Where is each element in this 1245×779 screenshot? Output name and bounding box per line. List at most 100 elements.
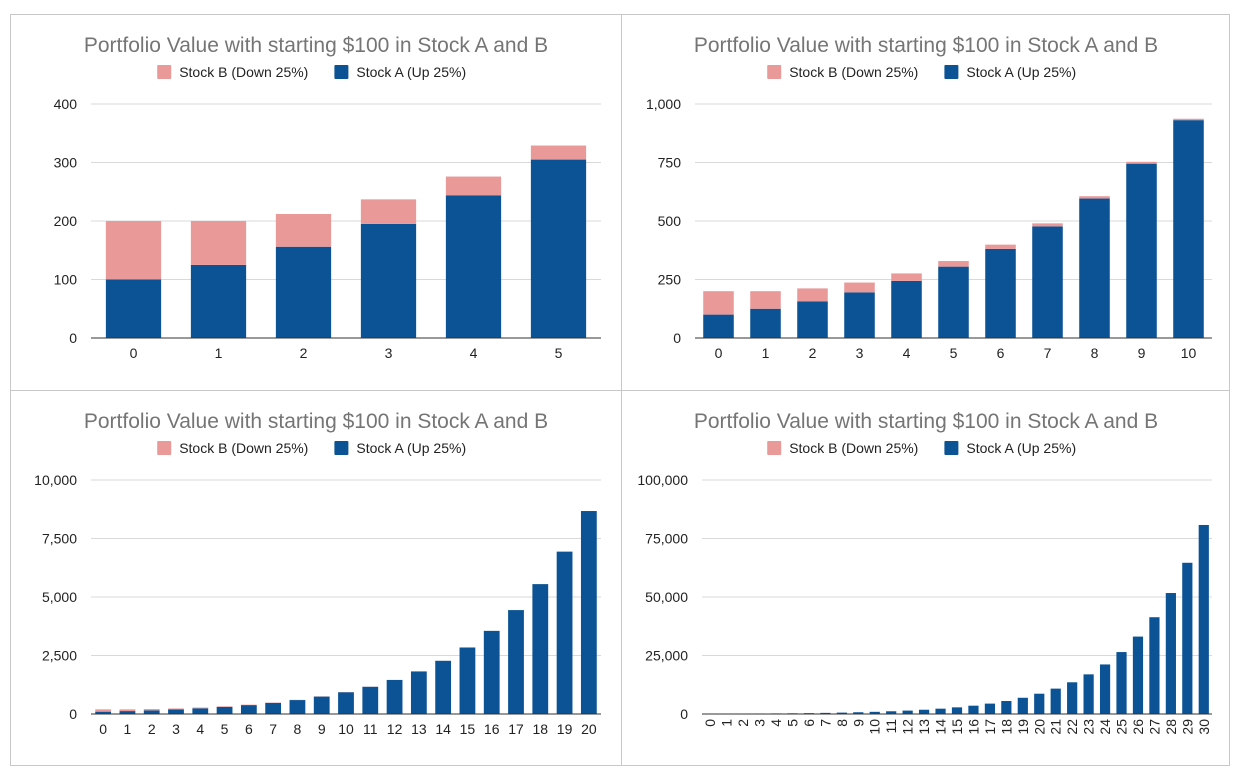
bar-stock-a-8[interactable]	[289, 700, 306, 714]
bar-stock-a-2[interactable]	[797, 301, 828, 338]
bar-stock-a-5[interactable]	[530, 159, 587, 338]
bar-stock-a-5[interactable]	[216, 706, 233, 714]
bar-stock-a-5[interactable]	[938, 266, 969, 338]
bar-stock-a-4[interactable]	[192, 708, 209, 714]
bar-stock-a-10[interactable]	[869, 711, 880, 714]
bar-stock-a-16[interactable]	[483, 630, 500, 714]
bar-stock-a-20[interactable]	[580, 511, 597, 714]
bar-stock-a-11[interactable]	[886, 711, 897, 714]
bar-stock-a-20[interactable]	[1034, 693, 1045, 714]
bar-stock-a-28[interactable]	[1165, 593, 1176, 714]
bar-stock-a-17[interactable]	[984, 703, 996, 714]
bar-stock-a-14[interactable]	[435, 660, 452, 714]
bar-stock-a-8[interactable]	[836, 712, 847, 714]
bar-stock-b-2[interactable]	[797, 288, 828, 302]
legend-swatch-stock-a[interactable]	[944, 441, 959, 455]
bar-stock-a-29[interactable]	[1182, 562, 1193, 714]
bar-stock-b-0[interactable]	[95, 709, 112, 712]
bar-stock-a-9[interactable]	[313, 696, 330, 714]
bar-stock-a-18[interactable]	[1001, 701, 1012, 714]
bar-stock-b-5[interactable]	[530, 145, 587, 160]
bar-stock-a-2[interactable]	[275, 246, 332, 338]
bar-stock-a-25[interactable]	[1116, 652, 1127, 714]
bar-stock-a-7[interactable]	[265, 702, 282, 714]
bar-stock-b-7[interactable]	[1032, 223, 1063, 227]
bar-stock-a-9[interactable]	[1126, 163, 1157, 338]
bar-stock-b-9[interactable]	[1126, 161, 1157, 164]
bar-stock-a-8[interactable]	[1079, 198, 1110, 338]
bar-stock-a-12[interactable]	[386, 679, 403, 714]
bar-stock-a-19[interactable]	[556, 551, 573, 714]
bar-stock-b-2[interactable]	[275, 213, 332, 247]
bar-stock-a-19[interactable]	[1017, 697, 1028, 714]
bar-stock-a-1[interactable]	[190, 264, 247, 338]
bar-stock-b-4[interactable]	[192, 707, 209, 709]
legend-label-stock-a[interactable]: Stock A (Up 25%)	[966, 64, 1076, 80]
bar-stock-a-3[interactable]	[168, 709, 184, 714]
bar-stock-b-0[interactable]	[105, 221, 162, 280]
bar-stock-a-4[interactable]	[891, 280, 922, 338]
bar-stock-a-26[interactable]	[1132, 636, 1144, 714]
legend-swatch-stock-b[interactable]	[157, 441, 172, 455]
legend-label-stock-a[interactable]: Stock A (Up 25%)	[356, 64, 466, 80]
bar-stock-a-15[interactable]	[951, 707, 963, 714]
legend-swatch-stock-a[interactable]	[334, 441, 349, 455]
bar-stock-a-17[interactable]	[508, 610, 524, 714]
bar-stock-b-1[interactable]	[119, 709, 136, 712]
bar-stock-b-4[interactable]	[445, 176, 502, 196]
bar-stock-b-3[interactable]	[844, 282, 875, 293]
bar-stock-b-6[interactable]	[985, 244, 1016, 249]
bar-stock-b-3[interactable]	[168, 708, 184, 710]
bar-stock-a-10[interactable]	[338, 692, 354, 714]
bar-stock-b-4[interactable]	[891, 273, 922, 281]
legend-swatch-stock-a[interactable]	[944, 65, 959, 79]
bar-stock-a-3[interactable]	[360, 223, 417, 338]
bar-stock-a-2[interactable]	[143, 710, 160, 714]
bar-stock-a-6[interactable]	[240, 705, 257, 714]
bar-stock-b-8[interactable]	[1079, 196, 1110, 199]
bar-stock-a-18[interactable]	[532, 584, 549, 714]
bar-stock-a-22[interactable]	[1067, 682, 1078, 714]
bar-stock-b-5[interactable]	[938, 261, 969, 267]
bar-stock-a-3[interactable]	[844, 292, 875, 338]
bar-stock-a-0[interactable]	[95, 711, 112, 714]
bar-stock-b-0[interactable]	[703, 291, 734, 315]
bar-stock-a-1[interactable]	[750, 308, 781, 338]
bar-stock-a-11[interactable]	[362, 686, 379, 714]
bar-stock-a-4[interactable]	[445, 195, 502, 338]
bar-stock-a-7[interactable]	[1032, 226, 1063, 338]
bar-stock-a-0[interactable]	[703, 314, 734, 338]
bar-stock-b-10[interactable]	[1173, 118, 1204, 121]
bar-stock-a-30[interactable]	[1198, 524, 1209, 714]
bar-stock-b-5[interactable]	[216, 706, 233, 707]
bar-stock-a-1[interactable]	[119, 711, 136, 714]
bar-stock-a-21[interactable]	[1050, 688, 1061, 714]
bar-stock-a-9[interactable]	[853, 712, 864, 714]
bar-stock-b-1[interactable]	[190, 221, 247, 265]
bar-stock-b-2[interactable]	[143, 709, 160, 711]
bar-stock-a-15[interactable]	[459, 647, 476, 714]
legend-label-stock-a[interactable]: Stock A (Up 25%)	[356, 440, 466, 456]
legend-label-stock-b[interactable]: Stock B (Down 25%)	[789, 64, 918, 80]
bar-stock-a-13[interactable]	[410, 671, 427, 714]
bar-stock-a-24[interactable]	[1099, 664, 1111, 714]
bar-stock-a-10[interactable]	[1173, 120, 1204, 338]
legend-swatch-stock-b[interactable]	[767, 65, 782, 79]
legend-swatch-stock-b[interactable]	[767, 441, 782, 455]
bar-stock-a-12[interactable]	[902, 710, 913, 714]
legend-label-stock-b[interactable]: Stock B (Down 25%)	[179, 64, 308, 80]
legend-label-stock-b[interactable]: Stock B (Down 25%)	[179, 440, 308, 456]
bar-stock-a-0[interactable]	[105, 279, 162, 339]
bar-stock-a-13[interactable]	[918, 709, 930, 714]
bar-stock-b-1[interactable]	[750, 291, 781, 309]
legend-label-stock-a[interactable]: Stock A (Up 25%)	[966, 440, 1076, 456]
legend-label-stock-b[interactable]: Stock B (Down 25%)	[789, 440, 918, 456]
bar-stock-a-27[interactable]	[1149, 617, 1160, 714]
bar-stock-a-7[interactable]	[820, 712, 831, 714]
bar-stock-a-6[interactable]	[985, 248, 1016, 338]
bar-stock-b-3[interactable]	[360, 199, 417, 224]
bar-stock-a-14[interactable]	[935, 708, 946, 714]
legend-swatch-stock-b[interactable]	[157, 65, 172, 79]
bar-stock-a-23[interactable]	[1083, 674, 1094, 714]
legend-swatch-stock-a[interactable]	[334, 65, 349, 79]
